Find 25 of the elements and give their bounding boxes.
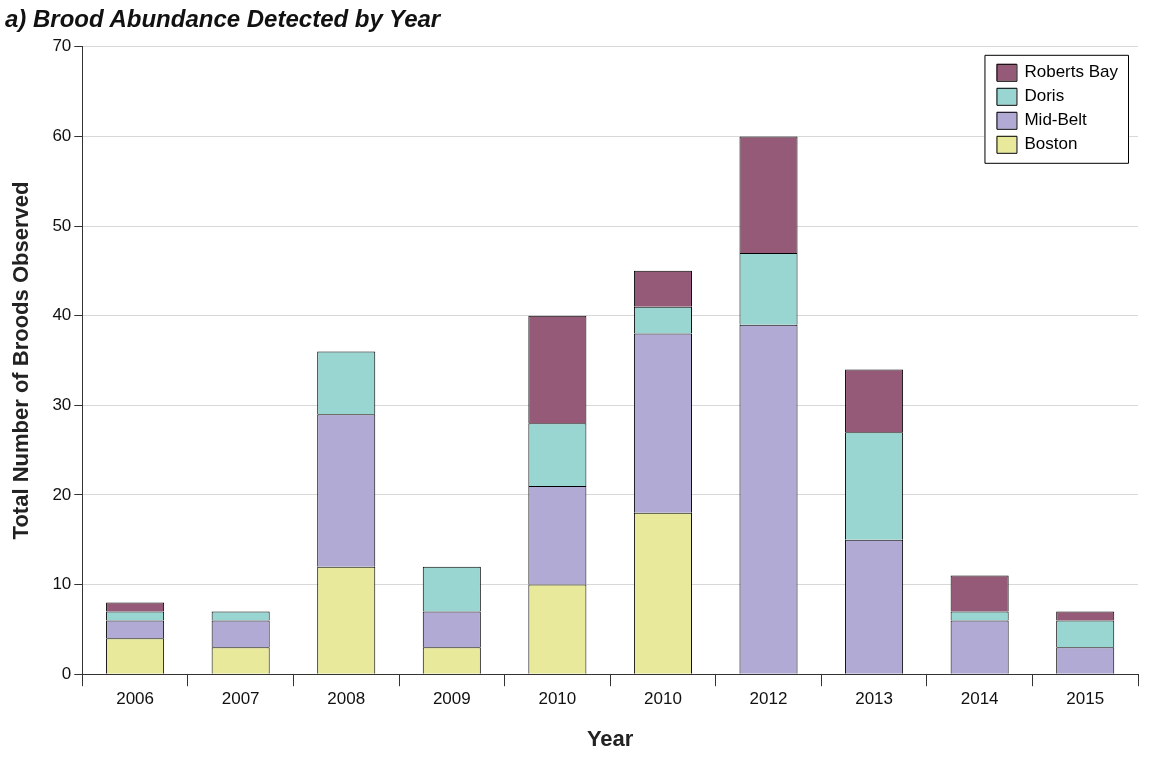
x-axis-title: Year	[586, 725, 634, 751]
x-tick-label: 2009	[432, 689, 471, 709]
x-tick-label: 2008	[327, 689, 366, 709]
chart-title: a) Brood Abundance Detected by Year	[5, 5, 442, 33]
y-tick-label: 40	[52, 305, 72, 325]
x-tick-label: 2006	[116, 689, 155, 709]
y-tick-label: 20	[52, 484, 72, 504]
y-tick-label: 0	[61, 663, 72, 683]
y-tick-label: 30	[52, 395, 72, 414]
y-tick-label: 60	[52, 126, 72, 146]
y-tick-label: 70	[52, 36, 72, 56]
y-tick-label: 50	[52, 215, 72, 235]
x-tick-label: 2010	[538, 689, 577, 709]
x-tick-label: 2012	[749, 689, 788, 709]
y-axis-title: Total Number of Broods Observed	[8, 181, 34, 540]
legend-label: Roberts Bay	[1024, 62, 1119, 82]
x-tick-label: 2007	[221, 689, 260, 709]
legend-label: Doris	[1024, 86, 1065, 106]
x-tick-label: 2015	[1066, 689, 1105, 709]
x-tick-label: 2010	[644, 689, 682, 709]
legend-label: Boston	[1024, 134, 1078, 154]
y-tick-label: 10	[52, 574, 72, 594]
x-tick-label: 2013	[855, 689, 893, 709]
x-tick-label: 2014	[960, 689, 999, 709]
legend-label: Mid-Belt	[1024, 110, 1088, 130]
